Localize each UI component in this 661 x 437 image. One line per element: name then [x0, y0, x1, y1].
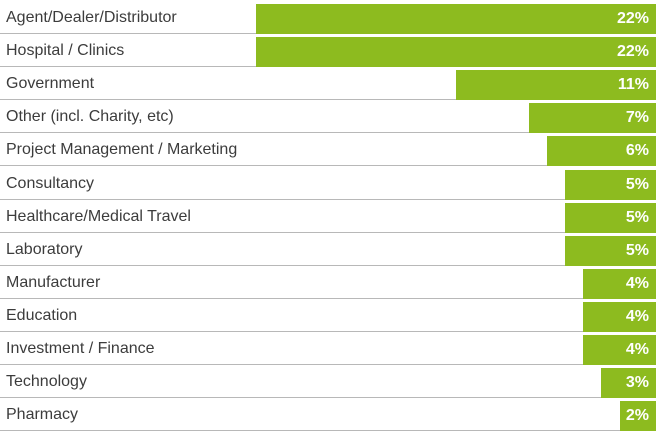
- bar-row: Education 4%: [0, 299, 656, 332]
- value-label: 4%: [625, 274, 649, 292]
- bar-row: Investment / Finance 4%: [0, 332, 656, 365]
- bar-row: Laboratory 5%: [0, 233, 656, 266]
- category-label: Manufacturer: [6, 273, 101, 291]
- value-label: 4%: [625, 341, 649, 358]
- bar: 5%: [565, 169, 656, 200]
- category-label: Technology: [6, 373, 87, 391]
- bar-row: Consultancy 5%: [0, 167, 656, 200]
- category-label: Agent/Dealer/Distributor: [6, 9, 177, 26]
- bar: 5%: [565, 235, 656, 266]
- bar-row: Hospital / Clinics 22%: [0, 34, 656, 68]
- category-label: Education: [6, 306, 78, 324]
- bar-row: Manufacturer 4%: [0, 266, 656, 299]
- bar: 22%: [256, 4, 656, 34]
- bar: 11%: [456, 70, 656, 101]
- value-label: 7%: [625, 109, 649, 127]
- value-label: 22%: [616, 10, 649, 27]
- value-label: 5%: [625, 241, 649, 259]
- bar-row: Healthcare/Medical Travel 5%: [0, 200, 656, 233]
- category-label: Investment / Finance: [6, 340, 155, 357]
- category-label: Government: [6, 75, 95, 93]
- bar-row: Project Management / Marketing 6%: [0, 133, 656, 167]
- bar: 4%: [583, 301, 656, 332]
- bar-row: Government 11%: [0, 67, 656, 101]
- value-label: 5%: [625, 208, 649, 226]
- value-label: 4%: [625, 307, 649, 325]
- bar-row: Pharmacy 2%: [0, 398, 656, 432]
- bar-row: Technology 3%: [0, 365, 656, 399]
- category-label: Other (incl. Charity, etc): [6, 108, 174, 126]
- value-label: 11%: [617, 76, 649, 94]
- bar: 22%: [256, 37, 656, 68]
- value-label: 22%: [616, 43, 649, 61]
- category-label: Hospital / Clinics: [6, 42, 125, 60]
- bar-row: Other (incl. Charity, etc) 7%: [0, 100, 656, 134]
- category-label: Laboratory: [6, 240, 83, 258]
- value-label: 3%: [625, 374, 649, 392]
- bar-row: Agent/Dealer/Distributor 22%: [0, 1, 656, 34]
- value-label: 6%: [625, 142, 649, 160]
- category-label: Consultancy: [6, 174, 95, 192]
- bar: 2%: [619, 401, 656, 432]
- category-label: Pharmacy: [6, 406, 79, 424]
- bar: 4%: [583, 335, 656, 365]
- bar: 3%: [601, 368, 656, 399]
- category-label: Project Management / Marketing: [6, 141, 238, 159]
- bar: 7%: [528, 103, 656, 134]
- bar: 5%: [565, 202, 656, 233]
- category-label: Healthcare/Medical Travel: [6, 207, 191, 225]
- value-label: 2%: [625, 407, 649, 425]
- bar: 6%: [546, 136, 656, 167]
- bar: 4%: [583, 268, 656, 299]
- value-label: 5%: [625, 175, 649, 193]
